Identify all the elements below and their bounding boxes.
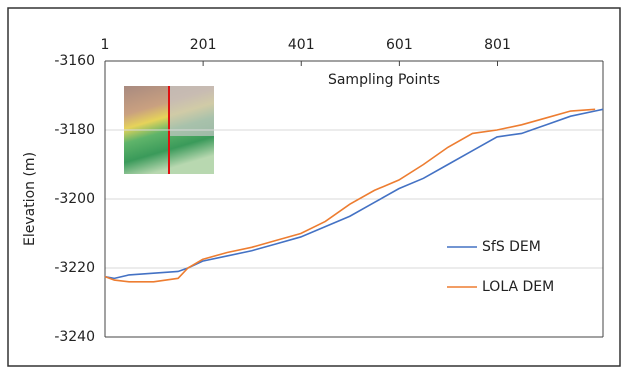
x-tick-label: 401 <box>288 37 315 53</box>
y-axis-label: Elevation (m) <box>22 152 38 246</box>
y-tick-label: -3240 <box>54 329 95 345</box>
y-tick-label: -3220 <box>54 260 95 276</box>
y-tick-label: -3200 <box>54 191 95 207</box>
chart-frame <box>8 8 620 366</box>
x-tick-label: 801 <box>484 37 511 53</box>
y-tick-label: -3180 <box>54 122 95 138</box>
x-tick-label: 1 <box>101 37 110 53</box>
x-tick-label: 201 <box>190 37 217 53</box>
x-axis-label: Sampling Points <box>328 72 440 88</box>
legend-label: SfS DEM <box>482 239 541 255</box>
legend-label: LOLA DEM <box>482 279 554 295</box>
chart: -3240 -3220 -3200 -3180 -3160 1 201 401 601 801 Sa… <box>0 0 630 376</box>
y-tick-label: -3160 <box>54 53 95 69</box>
x-tick-label: 601 <box>386 37 413 53</box>
